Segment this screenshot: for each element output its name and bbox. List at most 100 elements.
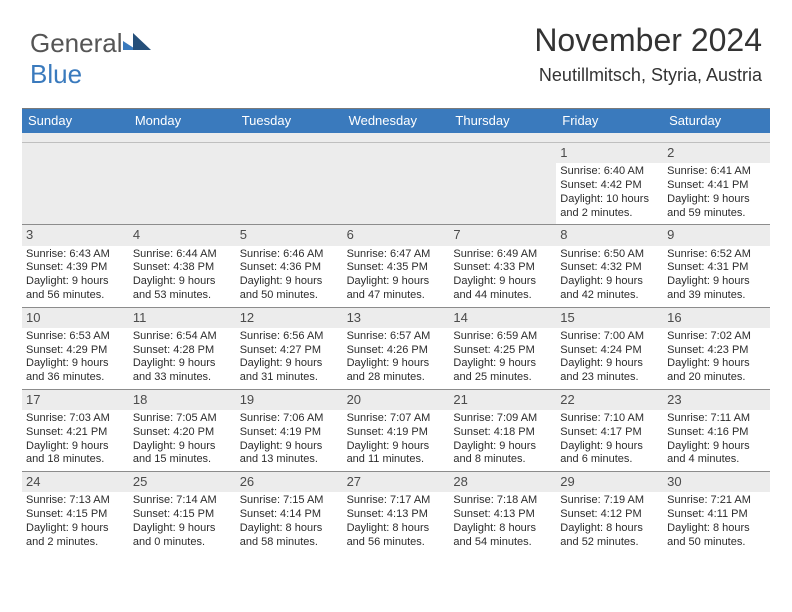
day-number: 1 bbox=[556, 143, 663, 163]
sunrise-text: Sunrise: 7:03 AM bbox=[26, 412, 125, 426]
day-header: Thursday bbox=[449, 109, 556, 133]
day-number: 29 bbox=[556, 472, 663, 492]
sunset-text: Sunset: 4:29 PM bbox=[26, 344, 125, 358]
day-number: 6 bbox=[343, 225, 450, 245]
daylight2-text: and 33 minutes. bbox=[133, 371, 232, 385]
day-number: 3 bbox=[22, 225, 129, 245]
daylight2-text: and 36 minutes. bbox=[26, 371, 125, 385]
sunset-text: Sunset: 4:13 PM bbox=[453, 508, 552, 522]
sunrise-text: Sunrise: 6:41 AM bbox=[667, 165, 766, 179]
day-header-row: Sunday Monday Tuesday Wednesday Thursday… bbox=[22, 109, 770, 133]
sunset-text: Sunset: 4:20 PM bbox=[133, 426, 232, 440]
page-title: November 2024 bbox=[534, 22, 762, 59]
day-number: 15 bbox=[556, 308, 663, 328]
calendar-cell bbox=[343, 143, 450, 225]
day-number: 25 bbox=[129, 472, 236, 492]
day-number: 9 bbox=[663, 225, 770, 245]
day-number: 14 bbox=[449, 308, 556, 328]
daylight1-text: Daylight: 9 hours bbox=[453, 357, 552, 371]
calendar-cell: 4Sunrise: 6:44 AMSunset: 4:38 PMDaylight… bbox=[129, 225, 236, 307]
daylight1-text: Daylight: 9 hours bbox=[667, 440, 766, 454]
daylight2-text: and 15 minutes. bbox=[133, 453, 232, 467]
sunrise-text: Sunrise: 7:19 AM bbox=[560, 494, 659, 508]
logo-text2: Blue bbox=[30, 59, 82, 89]
sunrise-text: Sunrise: 7:11 AM bbox=[667, 412, 766, 426]
sunrise-text: Sunrise: 7:07 AM bbox=[347, 412, 446, 426]
sunrise-text: Sunrise: 7:00 AM bbox=[560, 330, 659, 344]
daylight2-text: and 56 minutes. bbox=[347, 536, 446, 550]
sunrise-text: Sunrise: 7:05 AM bbox=[133, 412, 232, 426]
daylight1-text: Daylight: 9 hours bbox=[133, 440, 232, 454]
daylight2-text: and 44 minutes. bbox=[453, 289, 552, 303]
sunrise-text: Sunrise: 7:06 AM bbox=[240, 412, 339, 426]
sunrise-text: Sunrise: 7:17 AM bbox=[347, 494, 446, 508]
sunset-text: Sunset: 4:18 PM bbox=[453, 426, 552, 440]
day-number: 19 bbox=[236, 390, 343, 410]
daylight1-text: Daylight: 9 hours bbox=[667, 275, 766, 289]
calendar-cell: 10Sunrise: 6:53 AMSunset: 4:29 PMDayligh… bbox=[22, 308, 129, 390]
daylight1-text: Daylight: 8 hours bbox=[240, 522, 339, 536]
daylight2-text: and 6 minutes. bbox=[560, 453, 659, 467]
daylight2-text: and 58 minutes. bbox=[240, 536, 339, 550]
logo-text1: General bbox=[30, 28, 123, 58]
daylight1-text: Daylight: 9 hours bbox=[240, 275, 339, 289]
calendar-cell: 26Sunrise: 7:15 AMSunset: 4:14 PMDayligh… bbox=[236, 472, 343, 554]
logo: General Blue bbox=[30, 28, 151, 90]
header-spacer bbox=[22, 133, 770, 143]
day-number: 13 bbox=[343, 308, 450, 328]
sunrise-text: Sunrise: 7:14 AM bbox=[133, 494, 232, 508]
daylight2-text: and 52 minutes. bbox=[560, 536, 659, 550]
calendar-cell: 14Sunrise: 6:59 AMSunset: 4:25 PMDayligh… bbox=[449, 308, 556, 390]
calendar-cell: 16Sunrise: 7:02 AMSunset: 4:23 PMDayligh… bbox=[663, 308, 770, 390]
daylight2-text: and 0 minutes. bbox=[133, 536, 232, 550]
calendar-cell: 15Sunrise: 7:00 AMSunset: 4:24 PMDayligh… bbox=[556, 308, 663, 390]
daylight1-text: Daylight: 9 hours bbox=[453, 440, 552, 454]
day-number: 20 bbox=[343, 390, 450, 410]
sunset-text: Sunset: 4:19 PM bbox=[240, 426, 339, 440]
daylight2-text: and 2 minutes. bbox=[26, 536, 125, 550]
sunrise-text: Sunrise: 7:02 AM bbox=[667, 330, 766, 344]
day-number: 21 bbox=[449, 390, 556, 410]
sunset-text: Sunset: 4:27 PM bbox=[240, 344, 339, 358]
sunrise-text: Sunrise: 6:43 AM bbox=[26, 248, 125, 262]
calendar-cell: 30Sunrise: 7:21 AMSunset: 4:11 PMDayligh… bbox=[663, 472, 770, 554]
sunrise-text: Sunrise: 6:52 AM bbox=[667, 248, 766, 262]
calendar-cell: 24Sunrise: 7:13 AMSunset: 4:15 PMDayligh… bbox=[22, 472, 129, 554]
sunset-text: Sunset: 4:33 PM bbox=[453, 261, 552, 275]
sunrise-text: Sunrise: 6:40 AM bbox=[560, 165, 659, 179]
calendar-cell: 13Sunrise: 6:57 AMSunset: 4:26 PMDayligh… bbox=[343, 308, 450, 390]
calendar-cell: 18Sunrise: 7:05 AMSunset: 4:20 PMDayligh… bbox=[129, 390, 236, 472]
day-number: 26 bbox=[236, 472, 343, 492]
daylight1-text: Daylight: 8 hours bbox=[453, 522, 552, 536]
calendar-week: 1Sunrise: 6:40 AMSunset: 4:42 PMDaylight… bbox=[22, 143, 770, 225]
calendar-cell: 12Sunrise: 6:56 AMSunset: 4:27 PMDayligh… bbox=[236, 308, 343, 390]
daylight1-text: Daylight: 9 hours bbox=[26, 357, 125, 371]
daylight2-text: and 31 minutes. bbox=[240, 371, 339, 385]
calendar-cell: 20Sunrise: 7:07 AMSunset: 4:19 PMDayligh… bbox=[343, 390, 450, 472]
calendar-cell: 1Sunrise: 6:40 AMSunset: 4:42 PMDaylight… bbox=[556, 143, 663, 225]
calendar-cell: 28Sunrise: 7:18 AMSunset: 4:13 PMDayligh… bbox=[449, 472, 556, 554]
daylight1-text: Daylight: 9 hours bbox=[347, 275, 446, 289]
sunset-text: Sunset: 4:26 PM bbox=[347, 344, 446, 358]
daylight2-text: and 4 minutes. bbox=[667, 453, 766, 467]
calendar-week: 10Sunrise: 6:53 AMSunset: 4:29 PMDayligh… bbox=[22, 308, 770, 390]
day-number: 2 bbox=[663, 143, 770, 163]
sunrise-text: Sunrise: 7:09 AM bbox=[453, 412, 552, 426]
daylight1-text: Daylight: 9 hours bbox=[560, 275, 659, 289]
calendar-cell: 27Sunrise: 7:17 AMSunset: 4:13 PMDayligh… bbox=[343, 472, 450, 554]
sunset-text: Sunset: 4:13 PM bbox=[347, 508, 446, 522]
location-text: Neutillmitsch, Styria, Austria bbox=[534, 65, 762, 86]
day-number: 27 bbox=[343, 472, 450, 492]
calendar-cell: 19 Sunrise: 7:06 AMSunset: 4:19 PMDayligh… bbox=[236, 390, 343, 472]
day-number: 8 bbox=[556, 225, 663, 245]
daylight1-text: Daylight: 9 hours bbox=[240, 440, 339, 454]
sunset-text: Sunset: 4:15 PM bbox=[133, 508, 232, 522]
daylight2-text: and 8 minutes. bbox=[453, 453, 552, 467]
sunrise-text: Sunrise: 6:44 AM bbox=[133, 248, 232, 262]
calendar-cell: 8Sunrise: 6:50 AMSunset: 4:32 PMDaylight… bbox=[556, 225, 663, 307]
sunset-text: Sunset: 4:15 PM bbox=[26, 508, 125, 522]
daylight1-text: Daylight: 8 hours bbox=[667, 522, 766, 536]
calendar-week: 24Sunrise: 7:13 AMSunset: 4:15 PMDayligh… bbox=[22, 472, 770, 554]
sunset-text: Sunset: 4:32 PM bbox=[560, 261, 659, 275]
daylight1-text: Daylight: 9 hours bbox=[133, 357, 232, 371]
